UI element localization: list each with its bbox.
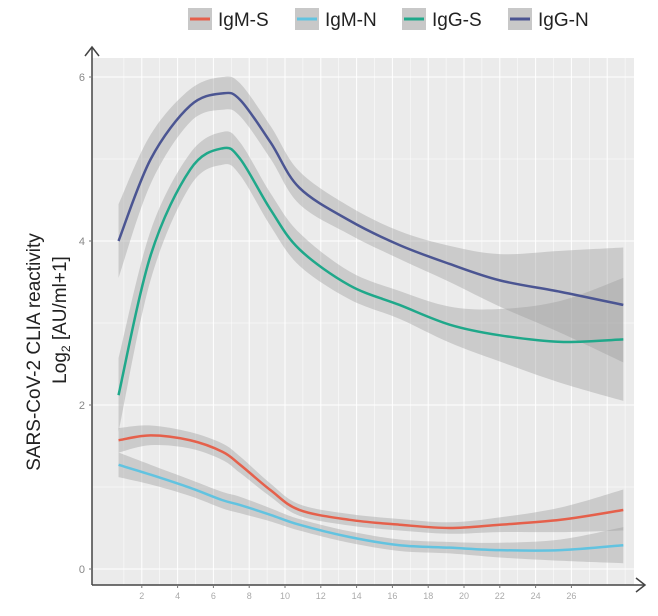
legend-label: IgM-N xyxy=(325,10,377,31)
x-tick-label: 26 xyxy=(566,591,576,601)
legend-label: IgM-S xyxy=(218,10,269,31)
y-axis-arrow-icon xyxy=(84,45,100,57)
y-tick-label: 4 xyxy=(79,236,85,248)
legend-item-igg-s: IgG-S xyxy=(402,8,482,31)
y-tick-label: 6 xyxy=(79,72,85,84)
y-tick-label: 0 xyxy=(79,564,85,576)
series-line-igm-s xyxy=(118,434,624,530)
x-tick-label: 2 xyxy=(139,591,144,601)
x-axis-arrow-icon xyxy=(635,577,647,593)
x-tick-label: 10 xyxy=(280,591,290,601)
plot-background xyxy=(92,58,634,585)
y-axis-label: SARS-CoV-2 CLIA reactivity xyxy=(24,233,45,471)
confidence-band-igg-n xyxy=(118,76,624,363)
y-axis-label-units: Log2 [AU/ml+1] xyxy=(50,256,73,384)
x-tick-label: 20 xyxy=(459,591,469,601)
x-tick-label: 22 xyxy=(495,591,505,601)
x-tick-label: 24 xyxy=(531,591,541,601)
legend-item-igm-n: IgM-N xyxy=(295,8,377,31)
series-line-igm-n xyxy=(118,463,624,552)
x-tick-label: 12 xyxy=(316,591,326,601)
series-line-igg-n xyxy=(117,91,624,307)
legend-label: IgG-S xyxy=(432,10,482,31)
y-tick-label: 2 xyxy=(79,400,85,412)
x-tick-label: 16 xyxy=(387,591,397,601)
legend-label: IgG-N xyxy=(538,10,589,31)
x-tick-label: 18 xyxy=(423,591,433,601)
x-tick-label: 6 xyxy=(211,591,216,601)
x-tick-label: 8 xyxy=(247,591,252,601)
legend-item-igg-n: IgG-N xyxy=(508,8,589,31)
series-line-igg-s xyxy=(117,146,624,396)
x-tick-label: 4 xyxy=(175,591,180,601)
x-tick-label: 14 xyxy=(352,591,362,601)
confidence-band-igg-s xyxy=(118,131,624,433)
legend-item-igm-s: IgM-S xyxy=(188,8,269,31)
